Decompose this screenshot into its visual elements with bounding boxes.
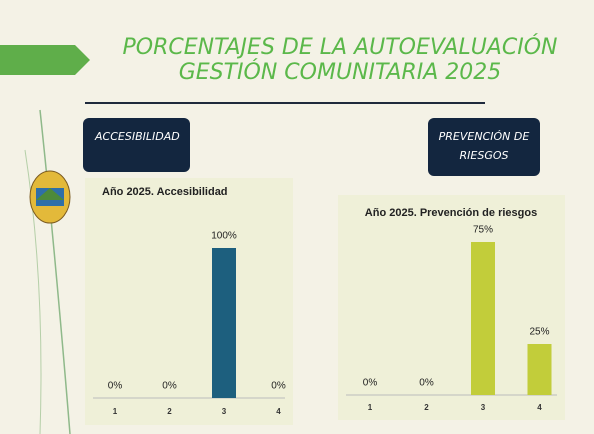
- accent-arrow: [0, 45, 90, 75]
- value-label: 0%: [419, 378, 434, 389]
- label-box: [83, 118, 190, 172]
- slide: PORCENTAJES DE LA AUTOEVALUACIÓN GESTIÓN…: [0, 0, 594, 434]
- value-label: 75%: [473, 225, 493, 236]
- bar: [212, 248, 236, 398]
- label-text: RIESGOS: [460, 149, 509, 162]
- bar: [471, 242, 495, 395]
- x-tick-label: 2: [424, 403, 429, 412]
- logo: [30, 171, 70, 223]
- x-tick-label: 4: [276, 407, 281, 416]
- x-tick-label: 3: [222, 407, 227, 416]
- x-tick-label: 1: [113, 407, 118, 416]
- x-tick-label: 2: [167, 407, 172, 416]
- value-label: 0%: [271, 381, 286, 392]
- x-tick-label: 4: [537, 403, 542, 412]
- value-label: 0%: [363, 378, 378, 389]
- value-label: 0%: [108, 381, 123, 392]
- chart-title: Año 2025. Accesibilidad: [102, 186, 228, 198]
- value-label: 25%: [529, 327, 549, 338]
- label-text: ACCESIBILIDAD: [94, 130, 180, 143]
- value-label: 100%: [211, 231, 237, 242]
- chart-title: Año 2025. Prevención de riesgos: [365, 207, 537, 219]
- value-label: 0%: [162, 381, 177, 392]
- slide-title: PORCENTAJES DE LA AUTOEVALUACIÓN: [123, 34, 558, 60]
- x-tick-label: 1: [368, 403, 373, 412]
- bar: [528, 344, 552, 395]
- label-box: [428, 118, 540, 176]
- x-tick-label: 3: [481, 403, 486, 412]
- slide-title: GESTIÓN COMUNITARIA 2025: [179, 59, 502, 85]
- label-text: PREVENCIÓN DE: [439, 130, 530, 143]
